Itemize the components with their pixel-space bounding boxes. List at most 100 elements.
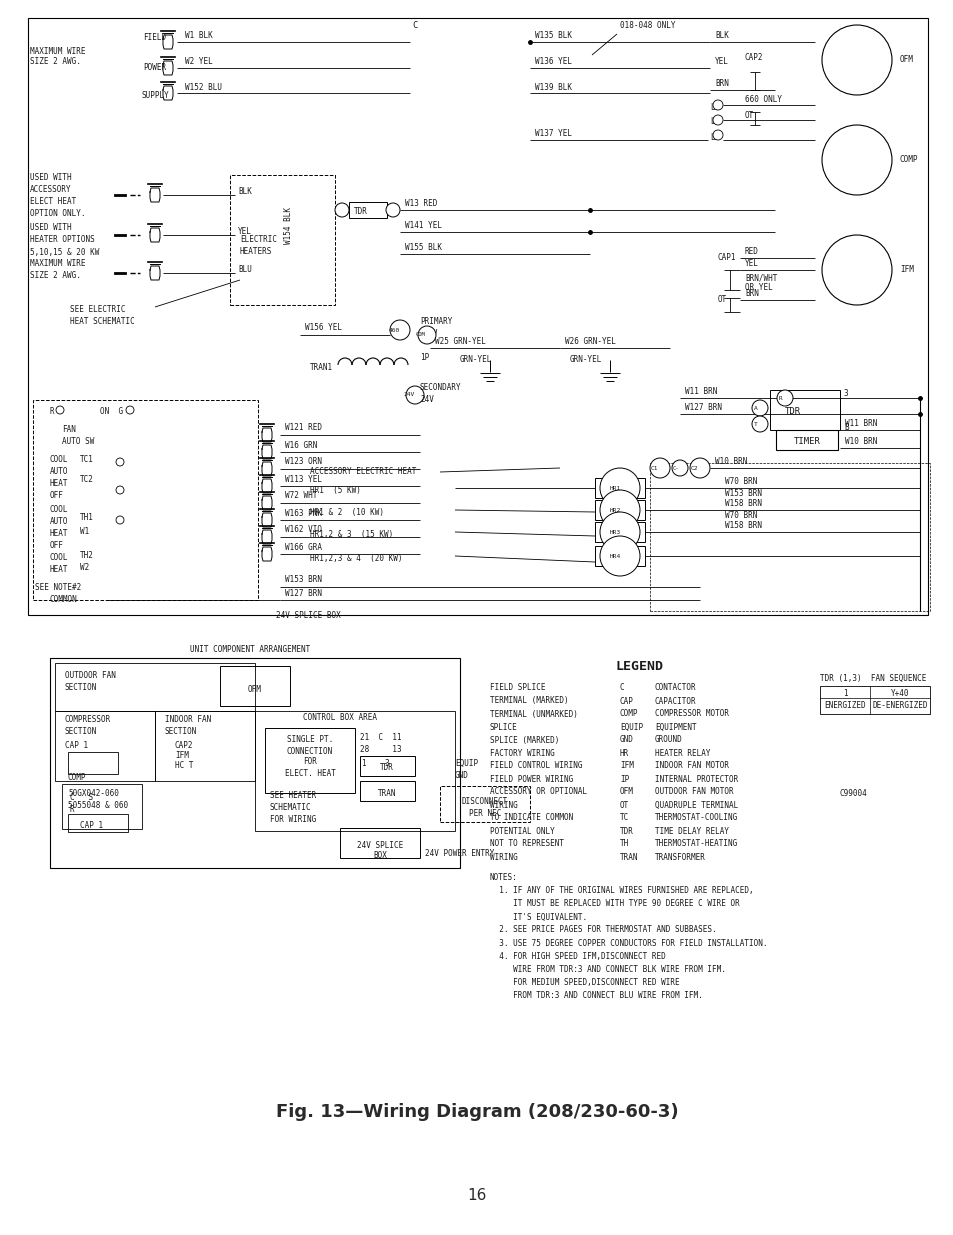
- Text: W163 PNK: W163 PNK: [285, 509, 322, 517]
- Text: 24V: 24V: [403, 393, 415, 398]
- Circle shape: [821, 25, 891, 95]
- Bar: [50, 658, 459, 868]
- Text: TIME DELAY RELAY: TIME DELAY RELAY: [655, 826, 728, 836]
- Text: FROM TDR:3 AND CONNECT BLU WIRE FROM IFM.: FROM TDR:3 AND CONNECT BLU WIRE FROM IFM…: [490, 990, 702, 999]
- Text: 1    3: 1 3: [361, 758, 390, 767]
- Circle shape: [599, 536, 639, 576]
- Bar: [595, 522, 644, 542]
- Text: BRN: BRN: [744, 289, 758, 299]
- Text: TDR: TDR: [619, 826, 633, 836]
- Text: TC: TC: [619, 814, 629, 823]
- Bar: [154, 711, 254, 781]
- Text: RED: RED: [744, 247, 758, 257]
- Text: HEAT: HEAT: [50, 479, 69, 489]
- Text: WIRING: WIRING: [490, 800, 517, 809]
- Text: TH2: TH2: [80, 552, 93, 561]
- Text: 4. FOR HIGH SPEED IFM,DISCONNECT RED: 4. FOR HIGH SPEED IFM,DISCONNECT RED: [490, 951, 665, 961]
- Text: MAXIMUM WIRE: MAXIMUM WIRE: [30, 47, 86, 57]
- Text: TRAN: TRAN: [619, 852, 638, 862]
- Text: FOR WIRING: FOR WIRING: [270, 815, 315, 825]
- Text: IFM: IFM: [899, 266, 913, 274]
- Text: USED WITH: USED WITH: [30, 224, 71, 232]
- Text: R: R: [70, 805, 74, 815]
- Text: W16 GRN: W16 GRN: [285, 441, 317, 450]
- Text: IP: IP: [619, 774, 629, 783]
- Text: ELECT HEAT: ELECT HEAT: [30, 198, 76, 206]
- Text: COMPRESSOR: COMPRESSOR: [65, 715, 112, 725]
- Text: OR YEL: OR YEL: [744, 284, 772, 293]
- Bar: [595, 546, 644, 566]
- Text: HEATER RELAY: HEATER RELAY: [655, 748, 710, 757]
- Text: ELECT. HEAT: ELECT. HEAT: [284, 768, 335, 778]
- Text: BOX: BOX: [373, 851, 387, 861]
- Text: SPLICE: SPLICE: [490, 722, 517, 731]
- Text: W2 YEL: W2 YEL: [185, 58, 213, 67]
- Text: 28     13: 28 13: [359, 746, 401, 755]
- Text: TDR: TDR: [379, 763, 394, 773]
- Text: FIELD SPLICE: FIELD SPLICE: [490, 683, 545, 693]
- Text: GND: GND: [455, 771, 468, 779]
- Circle shape: [599, 468, 639, 508]
- Text: 21  C  11: 21 C 11: [359, 734, 401, 742]
- Text: HR3: HR3: [609, 530, 620, 535]
- Text: CAP: CAP: [619, 697, 633, 705]
- Text: 3: 3: [843, 389, 848, 398]
- Text: W155 BLK: W155 BLK: [405, 243, 441, 252]
- Text: W162 VIO: W162 VIO: [285, 526, 322, 535]
- Text: OT: OT: [619, 800, 629, 809]
- Text: SECTION: SECTION: [165, 726, 197, 736]
- Text: TDR: TDR: [354, 207, 368, 216]
- Text: CONTROL BOX AREA: CONTROL BOX AREA: [303, 714, 376, 722]
- Text: W13 RED: W13 RED: [405, 199, 436, 207]
- Circle shape: [649, 458, 669, 478]
- Text: TDR: TDR: [784, 408, 801, 416]
- Text: TRAN1: TRAN1: [310, 363, 333, 373]
- Text: B: B: [843, 424, 848, 432]
- Text: TERMINAL (UNMARKED): TERMINAL (UNMARKED): [490, 709, 578, 719]
- Bar: [265, 727, 355, 793]
- Text: HEAT: HEAT: [50, 566, 69, 574]
- Circle shape: [335, 203, 349, 217]
- Text: 660 ONLY: 660 ONLY: [744, 95, 781, 105]
- Text: 1P: 1P: [419, 353, 429, 363]
- Text: TH1: TH1: [80, 514, 93, 522]
- Circle shape: [56, 406, 64, 414]
- Text: SECTION: SECTION: [65, 683, 97, 693]
- Circle shape: [712, 115, 722, 125]
- Circle shape: [116, 487, 124, 494]
- Text: FOR MEDIUM SPEED,DISCONNECT RED WIRE: FOR MEDIUM SPEED,DISCONNECT RED WIRE: [490, 977, 679, 987]
- Text: ELECTRIC: ELECTRIC: [240, 236, 276, 245]
- Text: W10 BRN: W10 BRN: [844, 436, 877, 446]
- Text: 24V POWER ENTRY: 24V POWER ENTRY: [424, 848, 494, 857]
- Text: UNIT COMPONENT ARRANGEMENT: UNIT COMPONENT ARRANGEMENT: [190, 646, 310, 655]
- Text: FIELD CONTROL WIRING: FIELD CONTROL WIRING: [490, 762, 582, 771]
- Text: SIZE 2 AWG.: SIZE 2 AWG.: [30, 272, 81, 280]
- Text: 460V: 460V: [419, 330, 438, 338]
- Bar: [820, 685, 929, 714]
- Text: W166 GRA: W166 GRA: [285, 542, 322, 552]
- Text: ON  G: ON G: [100, 408, 123, 416]
- Text: HR1: HR1: [609, 485, 620, 490]
- Text: TRANSFORMER: TRANSFORMER: [655, 852, 705, 862]
- Bar: [62, 784, 142, 829]
- Text: W127 BRN: W127 BRN: [684, 403, 721, 411]
- Text: POWER: POWER: [143, 63, 167, 73]
- Text: SINGLE PT.: SINGLE PT.: [287, 736, 333, 745]
- Text: W153 BRN: W153 BRN: [285, 576, 322, 584]
- Text: W25 GRN-YEL: W25 GRN-YEL: [435, 336, 485, 346]
- Text: TC2: TC2: [80, 475, 93, 484]
- Text: TRAN: TRAN: [377, 788, 395, 798]
- Text: OFM: OFM: [899, 56, 913, 64]
- Text: OUTDOOR FAN: OUTDOOR FAN: [65, 672, 115, 680]
- Text: DE-ENERGIZED: DE-ENERGIZED: [871, 701, 926, 710]
- Circle shape: [386, 203, 399, 217]
- Text: ENERGIZED: ENERGIZED: [823, 701, 865, 710]
- Circle shape: [390, 320, 410, 340]
- Text: W156 YEL: W156 YEL: [305, 324, 341, 332]
- Text: C2: C2: [690, 466, 697, 471]
- Text: YEL: YEL: [714, 58, 728, 67]
- Text: BLK: BLK: [714, 32, 728, 41]
- Text: CAP 1: CAP 1: [65, 741, 88, 751]
- Text: BLK: BLK: [237, 188, 252, 196]
- Text: LEGEND: LEGEND: [616, 659, 663, 673]
